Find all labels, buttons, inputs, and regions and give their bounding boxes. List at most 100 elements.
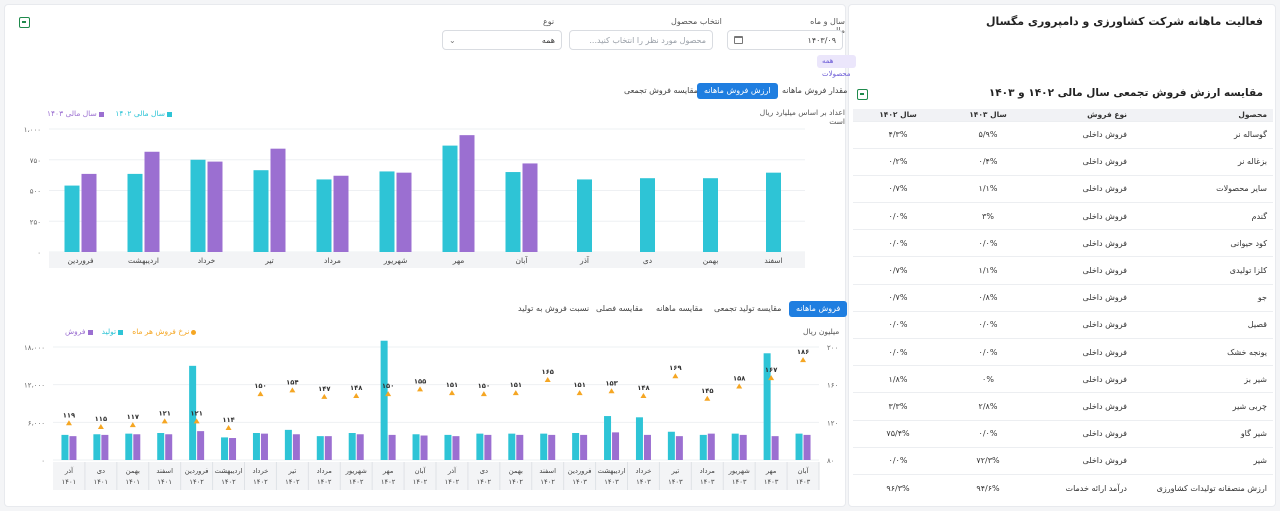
tab-monthly-sales[interactable]: فروش ماهانه [789, 301, 848, 317]
column-header-1403[interactable]: سال ۱۴۰۳ [943, 109, 1033, 121]
value-1402-cell: ۰/۷% [853, 174, 943, 203]
x-tick-label-year: ۱۴۰۲ [317, 478, 332, 486]
type-select[interactable]: همه ⌄ [442, 30, 562, 50]
bar-production [157, 433, 165, 460]
bar-1402 [190, 159, 206, 252]
x-tick-label-year: ۱۴۰۲ [540, 478, 555, 486]
x-tick-label-year: ۱۴۰۲ [253, 478, 268, 486]
rate-data-label: ۱۱۷ [127, 413, 140, 421]
rate-data-label: ۱۱۹ [63, 411, 76, 419]
x-tick-label-year: ۱۴۰۳ [796, 478, 811, 486]
legend-item-production[interactable]: تولید [102, 327, 125, 336]
legend-item-rate[interactable]: نرخ فروش هر ماه [132, 327, 198, 336]
bar-production [540, 433, 548, 460]
x-tick-label: اردیبهشت [598, 467, 626, 475]
rate-data-label: ۱۵۱ [510, 381, 522, 389]
x-tick-label: اسفند [156, 467, 173, 475]
bar-production [316, 436, 324, 460]
rate-marker [704, 395, 711, 401]
legend-item-1402[interactable]: سال مالی ۱۴۰۲ [115, 109, 174, 118]
tab-sales-to-production[interactable]: نسبت فروش به تولید [518, 304, 590, 313]
product-cell: بزغاله نر [1133, 147, 1273, 176]
bar-production [699, 434, 707, 460]
rate-marker [129, 422, 136, 428]
x-tick-label-year: ۱۴۰۱ [62, 478, 77, 486]
bar-sales [739, 434, 747, 460]
bar-sales [612, 432, 620, 460]
rate-data-label: ۱۵۸ [733, 375, 746, 383]
tab-cumulative-production[interactable]: مقایسه تولید تجمعی [714, 304, 782, 313]
page-title: فعالیت ماهانه شرکت کشاورزی و دامپروری مگ… [985, 15, 1263, 28]
calendar-icon [734, 36, 743, 44]
value-1402-cell: ۰/۰% [853, 202, 943, 230]
rate-marker [608, 388, 615, 394]
value-1403-cell: ۰/۰% [943, 229, 1033, 257]
rate-data-label: ۱۵۰ [382, 382, 394, 390]
column-header-sale-type[interactable]: نوع فروش [1033, 109, 1133, 121]
column-header-1402[interactable]: سال ۱۴۰۲ [853, 109, 943, 121]
bar-sales [260, 433, 268, 460]
rate-data-label: ۱۴۵ [701, 387, 713, 395]
product-label: انتخاب محصول [671, 17, 722, 26]
tab-monthly-comparison[interactable]: مقایسه ماهانه [656, 304, 703, 313]
rate-marker [640, 392, 647, 398]
value-1403-cell: ۱/۱% [943, 256, 1033, 285]
bar-1402 [127, 173, 143, 252]
rate-data-label: ۱۱۴ [222, 416, 234, 424]
sale-type-cell: فروش داخلی [1033, 310, 1133, 339]
tab-cumulative-comparison[interactable]: مقایسه فروش تجمعی [624, 86, 698, 95]
bar-1403 [333, 175, 349, 252]
x-tick-label-year: ۱۴۰۳ [732, 478, 747, 486]
value-1402-cell: ۷۵/۴% [853, 419, 943, 448]
tab-monthly-value[interactable]: ارزش فروش ماهانه [697, 83, 778, 99]
rate-data-label: ۱۵۰ [254, 382, 266, 390]
x-tick-label-year: ۱۴۰۳ [604, 478, 619, 486]
bar-sales [324, 436, 332, 460]
x-tick-label: خرداد [253, 467, 269, 475]
x-tick-label-year: ۱۴۰۳ [572, 478, 587, 486]
sale-type-cell: درآمد ارائه خدمات [1033, 473, 1133, 502]
excel-export-icon[interactable] [857, 89, 868, 100]
y-tick-label-right: ۱۶۰ [827, 382, 838, 390]
value-1403-cell: ۰/۴% [943, 147, 1033, 176]
value-1402-cell: ۱/۸% [853, 365, 943, 393]
rate-data-label: ۱۵۰ [478, 382, 490, 390]
legend-item-1403[interactable]: سال مالی ۱۴۰۳ [47, 109, 106, 118]
x-tick-label: مرداد [700, 467, 716, 475]
tab-monthly-quantity[interactable]: مقدار فروش ماهانه [782, 86, 848, 95]
rate-data-label: ۱۱۵ [95, 415, 107, 423]
rate-marker [353, 392, 360, 398]
x-tick-label-year: ۱۴۰۱ [94, 478, 109, 486]
product-select[interactable]: محصول مورد نظر را انتخاب کنید... [569, 30, 713, 50]
rate-marker [480, 391, 487, 397]
bar-production [763, 353, 771, 460]
bar-1402 [505, 172, 521, 252]
bar-production [476, 433, 484, 460]
bar-sales [197, 431, 205, 460]
bar-sales [771, 436, 779, 460]
rate-marker [512, 390, 519, 396]
value-1403-cell: ۱/۱% [943, 174, 1033, 203]
all-products-chip[interactable]: همه محصولات [817, 55, 856, 78]
value-1402-cell: ۰/۰% [853, 310, 943, 339]
x-tick-label: مرداد [317, 467, 333, 475]
column-header-product[interactable]: محصول [1133, 109, 1273, 121]
year-month-field[interactable]: ۱۴۰۳/۰۹ [727, 30, 843, 50]
product-cell: قصیل [1133, 310, 1273, 339]
bar-1402 [442, 145, 458, 252]
rate-marker [193, 418, 200, 424]
y-tick-label: ۱،۰۰۰ [24, 126, 41, 134]
tab-seasonal-comparison[interactable]: مقایسه فصلی [596, 304, 644, 313]
x-tick-label: اسفند [764, 256, 782, 265]
x-tick-label-year: ۱۴۰۲ [381, 478, 396, 486]
year-month-value: ۱۴۰۳/۰۹ [807, 35, 836, 45]
sale-type-cell: فروش داخلی [1033, 229, 1133, 257]
x-tick-label-year: ۱۴۰۱ [125, 478, 140, 486]
bar-sales [516, 434, 524, 460]
legend-item-sales[interactable]: فروش [65, 327, 95, 336]
rate-data-label: ۱۶۵ [541, 368, 553, 376]
table-row: کلزا تولیدی فروش داخلی ۱/۱% ۰/۷% [853, 256, 1273, 285]
x-tick-label: تیر [264, 256, 274, 265]
rate-marker [161, 418, 168, 424]
excel-export-icon[interactable] [19, 17, 30, 28]
